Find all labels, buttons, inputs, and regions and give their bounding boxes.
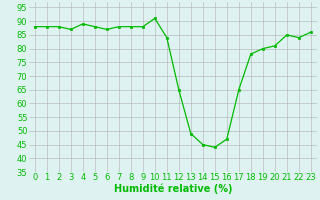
X-axis label: Humidité relative (%): Humidité relative (%) xyxy=(114,184,232,194)
